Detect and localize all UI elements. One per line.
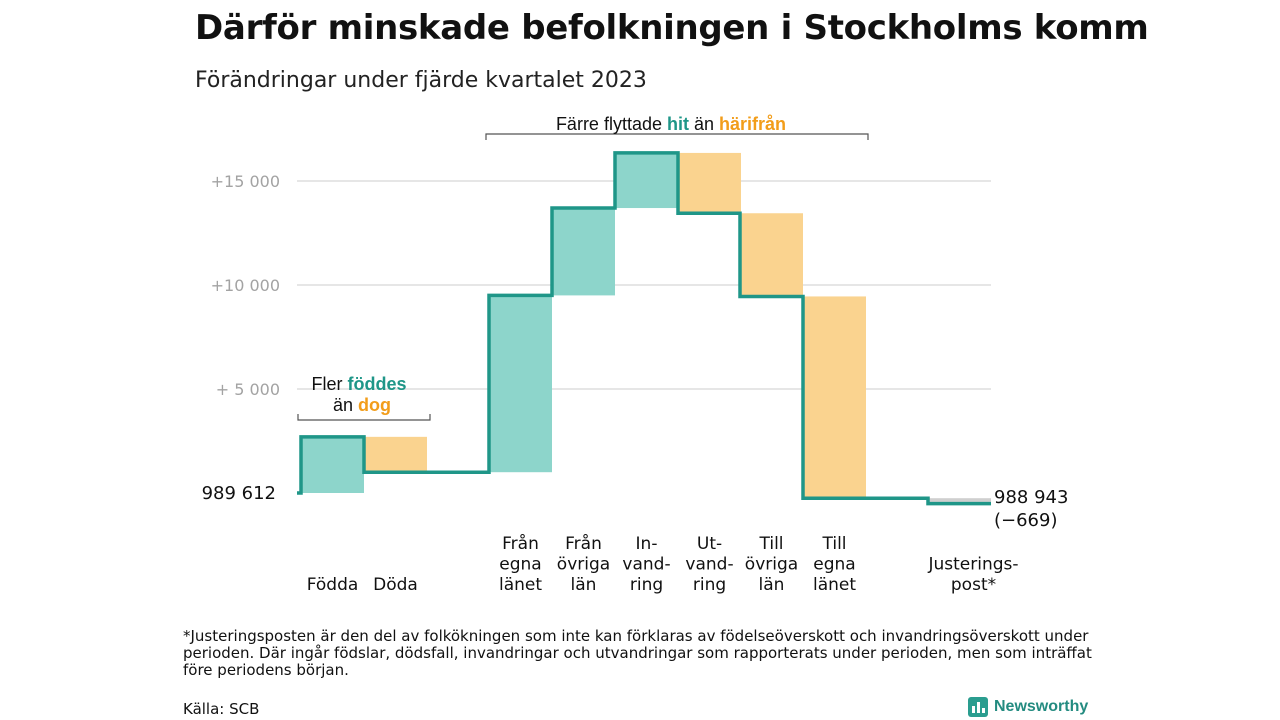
category-label: Döda — [373, 575, 418, 595]
natural-change-bracket — [297, 414, 431, 421]
category-label: ring — [630, 575, 663, 595]
category-label: Från — [502, 533, 539, 554]
migration-annotation: Färre flyttade hit än härifrån — [556, 114, 786, 134]
waterfall-bar — [615, 152, 678, 209]
category-label: Justerings- — [927, 555, 1018, 575]
category-label: län — [571, 575, 597, 595]
brand-logo: Newsworthy — [968, 697, 1088, 717]
waterfall-bar — [678, 152, 741, 214]
migration-bracket — [485, 133, 869, 140]
waterfall-bar — [364, 436, 427, 473]
chart-subtitle: Förändringar under fjärde kvartalet 2023 — [195, 68, 647, 93]
y-tick-label: +15 000 — [211, 172, 280, 191]
end-change-label: (−669) — [994, 510, 1057, 531]
end-value-label: 988 943 — [994, 487, 1068, 508]
category-label: egna — [813, 555, 855, 575]
waterfall-bar — [489, 295, 552, 473]
category-label: Från — [565, 533, 602, 554]
category-label: egna — [499, 555, 541, 575]
category-label: länet — [499, 575, 542, 595]
category-label: Till — [758, 534, 783, 554]
waterfall-bar — [928, 498, 991, 504]
category-label: Födda — [307, 575, 359, 595]
start-value-label: 989 612 — [202, 483, 276, 504]
y-tick-label: + 5 000 — [216, 380, 280, 399]
category-label: In- — [636, 534, 658, 554]
waterfall-bar — [740, 213, 803, 297]
waterfall-bar — [301, 436, 364, 493]
source-label: Källa: SCB — [183, 700, 260, 718]
category-label: övriga — [557, 555, 610, 575]
waterfall-bar — [803, 296, 866, 499]
cumulative-step-line — [297, 151, 991, 506]
natural-change-annotation-line2: än dog — [333, 395, 391, 415]
category-label: länet — [813, 575, 856, 595]
footnote: *Justeringsposten är den del av folkökni… — [183, 627, 1092, 679]
category-label: Till — [821, 534, 846, 554]
category-label: post* — [951, 575, 996, 595]
newsworthy-logo-icon — [968, 697, 988, 717]
category-label: ring — [693, 575, 726, 595]
category-label: vand- — [622, 555, 670, 575]
category-label: län — [759, 575, 785, 595]
category-label: övriga — [745, 555, 798, 575]
brand-name: Newsworthy — [994, 698, 1089, 715]
category-label: Ut- — [697, 534, 722, 554]
category-label: vand- — [685, 555, 733, 575]
waterfall-bar — [552, 208, 615, 296]
chart-title: Därför minskade befolkningen i Stockholm… — [195, 8, 1149, 48]
y-tick-label: +10 000 — [211, 276, 280, 295]
natural-change-annotation-line1: Fler föddes — [311, 374, 406, 394]
